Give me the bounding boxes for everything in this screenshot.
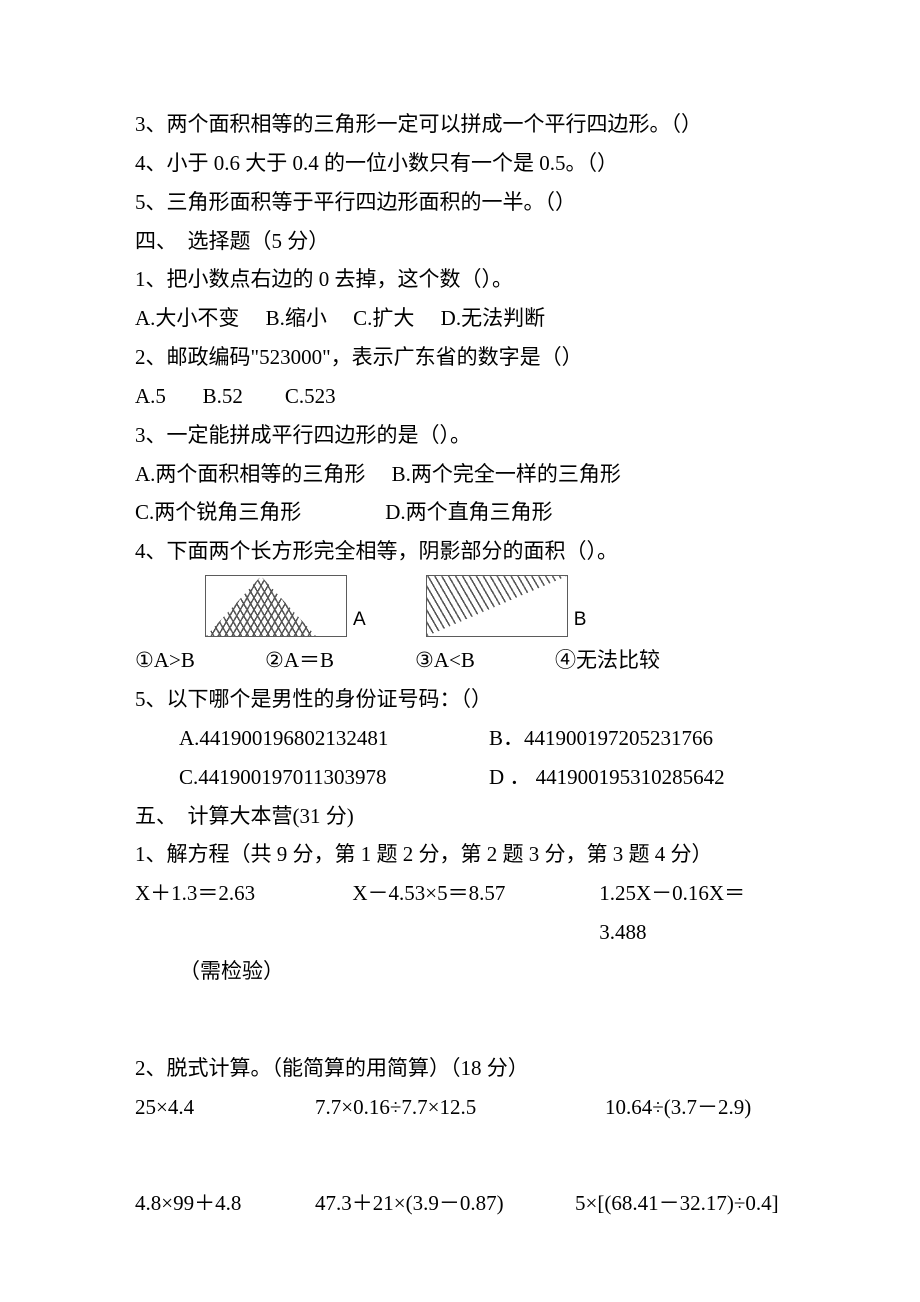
- figure-a-box: [205, 575, 347, 637]
- p2-r1b: 7.7×0.16÷7.7×12.5: [315, 1088, 605, 1127]
- mc-q1-stem: 1、把小数点右边的 0 去掉，这个数（）。: [135, 260, 790, 299]
- tf-q4: 4、小于 0.6 大于 0.4 的一位小数只有一个是 0.5。（）: [135, 144, 790, 183]
- section-4-heading: 四、 选择题（5 分）: [135, 222, 790, 261]
- mc-q4-stem: 4、下面两个长方形完全相等，阴影部分的面积（）。: [135, 532, 790, 571]
- section-5-heading: 五、 计算大本营(31 分): [135, 797, 790, 836]
- calc-p2-title: 2、脱式计算。（能简算的用简算）（18 分）: [135, 1049, 790, 1088]
- mc-q5-row-cd: C.441900197011303978 D ． 441900195310285…: [135, 758, 790, 797]
- mc-q3-options-cd: C.两个锐角三角形 D.两个直角三角形: [135, 493, 790, 532]
- mc-q4-opt2: ②A＝B: [265, 641, 415, 680]
- p2-r2a: 4.8×99＋4.8: [135, 1184, 315, 1223]
- mc-q4-options: ①A>B ②A＝B ③A<B ④无法比较: [135, 641, 790, 680]
- figure-a-shade: [206, 576, 316, 636]
- figure-b-wrap: B: [426, 575, 587, 637]
- eq2: X－4.53×5＝8.57: [352, 874, 599, 952]
- mc-q5-opt-b: B．441900197205231766: [489, 719, 713, 758]
- mc-q5-opt-a: A.441900196802132481: [179, 719, 489, 758]
- mc-q5-opt-c: C.441900197011303978: [179, 758, 489, 797]
- workspace-gap-1: [135, 991, 790, 1049]
- mc-q2-options: A.5 B.52 C.523: [135, 377, 790, 416]
- eq1: X＋1.3＝2.63: [135, 874, 352, 952]
- mc-q1-options: A.大小不变 B.缩小 C.扩大 D.无法判断: [135, 299, 790, 338]
- figure-b-label: B: [574, 602, 587, 637]
- mc-q2-stem: 2、邮政编码"523000"，表示广东省的数字是（）: [135, 338, 790, 377]
- mc-q4-opt1: ①A>B: [135, 641, 265, 680]
- calc-p1-title: 1、解方程（共 9 分，第 1 题 2 分，第 2 题 3 分，第 3 题 4 …: [135, 835, 790, 874]
- tf-q3: 3、两个面积相等的三角形一定可以拼成一个平行四边形。（）: [135, 105, 790, 144]
- calc-p1-equations: X＋1.3＝2.63 X－4.53×5＝8.57 1.25X－0.16X＝3.4…: [135, 874, 790, 952]
- eq3: 1.25X－0.16X＝3.488: [599, 874, 790, 952]
- calc-p2-row2: 4.8×99＋4.8 47.3＋21×(3.9－0.87) 5×[(68.41－…: [135, 1184, 790, 1223]
- p2-r2b: 47.3＋21×(3.9－0.87): [315, 1184, 575, 1223]
- figure-b-shade: [427, 576, 567, 636]
- mc-q4-opt3: ③A<B: [415, 641, 555, 680]
- mc-q5-stem: 5、以下哪个是男性的身份证号码：（）: [135, 680, 790, 719]
- mc-q4-opt4: ④无法比较: [555, 641, 660, 680]
- p2-r2c: 5×[(68.41－32.17)÷0.4]: [575, 1184, 779, 1223]
- mc-q3-options-ab: A.两个面积相等的三角形 B.两个完全一样的三角形: [135, 455, 790, 494]
- figure-b-box: [426, 575, 568, 637]
- figure-a-label: A: [353, 602, 366, 637]
- tf-q5: 5、三角形面积等于平行四边形面积的一半。（）: [135, 183, 790, 222]
- exam-page: 3、两个面积相等的三角形一定可以拼成一个平行四边形。（） 4、小于 0.6 大于…: [0, 0, 920, 1302]
- p2-r1c: 10.64÷(3.7－2.9): [605, 1088, 751, 1127]
- mc-q5-opt-d: D ． 441900195310285642: [489, 758, 725, 797]
- mc-q5-row-ab: A.441900196802132481 B．44190019720523176…: [135, 719, 790, 758]
- figure-a-wrap: A: [205, 575, 366, 637]
- mc-q3-stem: 3、一定能拼成平行四边形的是（）。: [135, 416, 790, 455]
- p2-r1a: 25×4.4: [135, 1088, 315, 1127]
- calc-p1-note: （需检验）: [135, 952, 790, 991]
- calc-p2-row1: 25×4.4 7.7×0.16÷7.7×12.5 10.64÷(3.7－2.9): [135, 1088, 790, 1127]
- mc-q4-figures: A B: [135, 571, 790, 641]
- workspace-gap-2: [135, 1126, 790, 1184]
